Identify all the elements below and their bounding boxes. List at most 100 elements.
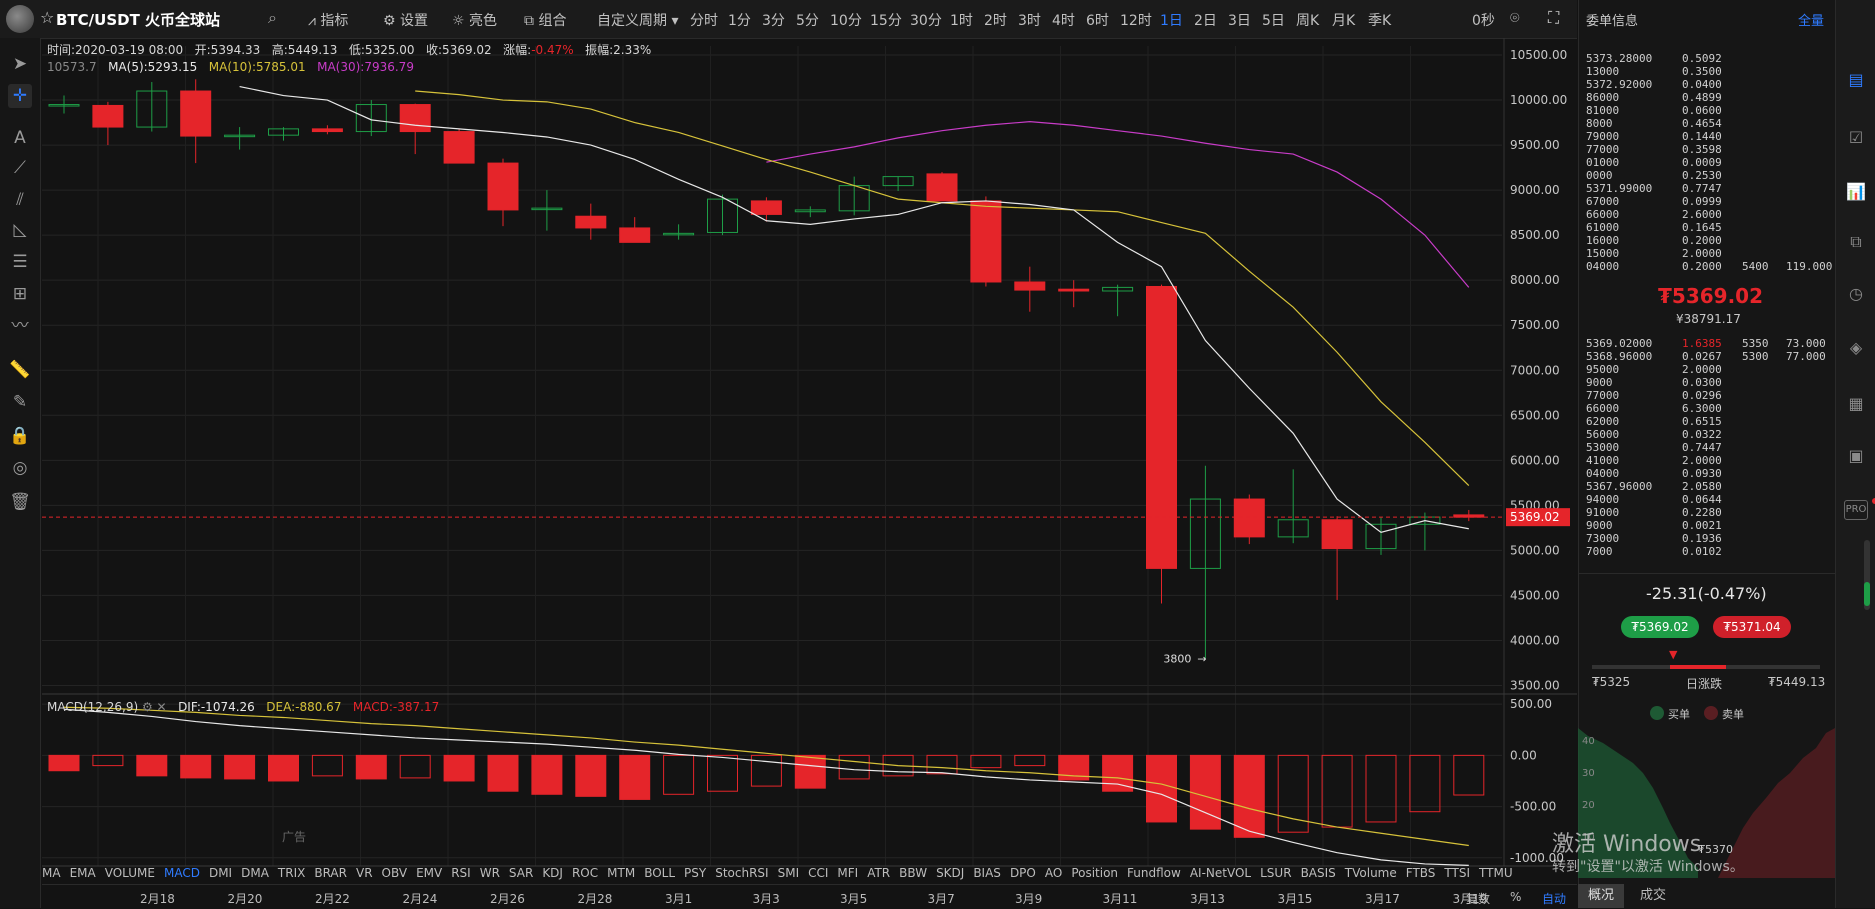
bid-row-price[interactable]: 56000: [1586, 428, 1620, 441]
wallet-icon[interactable]: ▣: [1848, 446, 1864, 465]
custom-period-dropdown[interactable]: 自定义周期 ▾: [597, 10, 678, 30]
bid-row-price[interactable]: 9000: [1586, 376, 1613, 389]
indicator-tab[interactable]: VR: [355, 866, 373, 880]
period-tab[interactable]: 5分: [796, 13, 819, 29]
ask-row-price[interactable]: 5372.92000: [1586, 78, 1653, 91]
bid-row-price[interactable]: 53000: [1586, 441, 1620, 454]
wave-tool-icon[interactable]: 〰: [11, 316, 29, 336]
period-tab[interactable]: 月K: [1332, 13, 1356, 29]
copy-icon[interactable]: ⧉: [1850, 232, 1862, 251]
camera-icon[interactable]: ⌾: [1510, 8, 1520, 27]
bid-row-price[interactable]: 94000: [1586, 493, 1620, 506]
ask-row-price[interactable]: 77000: [1586, 143, 1620, 156]
bid-row-price[interactable]: 04000: [1586, 467, 1620, 480]
indicator-tab[interactable]: SMI: [777, 866, 800, 880]
indicator-tab[interactable]: FTBS: [1405, 866, 1436, 880]
line-tool-icon[interactable]: ⟋: [14, 158, 26, 178]
indicator-tab[interactable]: OBV: [381, 866, 408, 880]
period-tab[interactable]: 3时: [1018, 13, 1041, 29]
period-tab[interactable]: 15分: [870, 13, 902, 29]
period-tab[interactable]: 2日: [1194, 13, 1217, 29]
ask-row-price[interactable]: 0000: [1586, 169, 1613, 182]
settings-button[interactable]: ⚙ 设置: [383, 10, 428, 30]
scroll-thumb[interactable]: [1864, 582, 1870, 606]
indicator-tab[interactable]: StochRSI: [715, 866, 769, 880]
indicator-tab[interactable]: DMI: [208, 866, 233, 880]
eye-icon[interactable]: ◎: [12, 458, 28, 478]
bid-row-price[interactable]: 66000: [1586, 402, 1620, 415]
indicator-tab[interactable]: LSUR: [1260, 866, 1292, 880]
orderbook-icon[interactable]: ▤: [1848, 70, 1864, 89]
bid-row-price[interactable]: 95000: [1586, 363, 1620, 376]
tab-trades[interactable]: 成交: [1639, 888, 1666, 903]
ask-row-price[interactable]: 79000: [1586, 130, 1620, 143]
indicator-tab[interactable]: AO: [1044, 866, 1063, 880]
indicator-tab[interactable]: TRIX: [277, 866, 306, 880]
period-tab[interactable]: 1日: [1160, 13, 1183, 29]
period-tab[interactable]: 3日: [1228, 13, 1251, 29]
ask-row-price[interactable]: 04000: [1586, 260, 1620, 273]
ruler-icon[interactable]: 📏: [9, 360, 31, 380]
orderbook-full-button[interactable]: 全量: [1798, 14, 1825, 29]
indicator-tab[interactable]: RSI: [451, 866, 471, 880]
ask-row-price[interactable]: 16000: [1586, 234, 1620, 247]
bid-row-price[interactable]: 62000: [1586, 415, 1620, 428]
lock-icon[interactable]: 🔒: [9, 426, 31, 446]
bar-chart-icon[interactable]: 📊: [1846, 182, 1866, 201]
indicator-tab[interactable]: MA: [42, 866, 61, 880]
indicator-tab[interactable]: MTM: [607, 866, 636, 880]
trash-icon[interactable]: 🗑: [9, 492, 31, 512]
compass-icon[interactable]: ◈: [1849, 338, 1863, 357]
price-chart[interactable]: 10500.00 10000.00 9500.00 9000.00 8500.00 800…: [42, 38, 1577, 878]
bid-row-price[interactable]: 9000: [1586, 519, 1613, 532]
indicator-tab[interactable]: BOLL: [644, 866, 676, 880]
indicator-tab[interactable]: CCI: [808, 866, 829, 880]
tab-overview[interactable]: 概况: [1578, 884, 1624, 908]
indicator-menu-button[interactable]: ⩘ 指标: [308, 10, 348, 30]
indicator-tab[interactable]: KDJ: [542, 866, 563, 880]
indicator-tab[interactable]: BASIS: [1300, 866, 1336, 880]
period-tab[interactable]: 1时: [950, 13, 973, 29]
indicator-tab[interactable]: EMA: [69, 866, 96, 880]
bid-row-price[interactable]: 5367.96000: [1586, 480, 1653, 493]
bid-row-price[interactable]: 41000: [1586, 454, 1620, 467]
ask-row-price[interactable]: 13000: [1586, 65, 1620, 78]
channel-tool-icon[interactable]: ⫽: [16, 190, 24, 210]
indicator-tab[interactable]: PSY: [684, 866, 707, 880]
ask-row-price[interactable]: 81000: [1586, 104, 1620, 117]
scroll-track[interactable]: [1864, 540, 1870, 610]
period-tab[interactable]: 3分: [762, 13, 785, 29]
bid-row-price[interactable]: 5369.02000: [1586, 337, 1653, 350]
indicator-tab[interactable]: SAR: [508, 866, 534, 880]
period-tab[interactable]: 季K: [1368, 13, 1392, 29]
clock-icon[interactable]: ◷: [1849, 284, 1863, 303]
period-tab[interactable]: 分时: [690, 13, 718, 29]
axis-control[interactable]: %: [1510, 890, 1522, 904]
indicator-tab[interactable]: BIAS: [973, 866, 1001, 880]
ask-row-price[interactable]: 01000: [1586, 156, 1620, 169]
indicator-tab[interactable]: BRAR: [314, 866, 347, 880]
bid-row-price[interactable]: 7000: [1586, 545, 1613, 558]
indicator-tab[interactable]: ATR: [867, 866, 891, 880]
fibonacci-tool-icon[interactable]: ☰: [12, 252, 28, 272]
indicator-tab[interactable]: DMA: [241, 866, 269, 880]
period-tab[interactable]: 周K: [1296, 13, 1320, 29]
ask-row-price[interactable]: 15000: [1586, 247, 1620, 260]
period-tab[interactable]: 2时: [984, 13, 1007, 29]
ask-row-price[interactable]: 61000: [1586, 221, 1620, 234]
indicator-tab[interactable]: Fundflow: [1127, 866, 1181, 880]
document-icon[interactable]: ▦: [1848, 394, 1864, 413]
indicator-tab[interactable]: MACD: [163, 866, 200, 880]
fullscreen-icon[interactable]: ⛶: [1548, 8, 1560, 27]
ask-row-price[interactable]: 8000: [1586, 117, 1613, 130]
indicator-tab[interactable]: MFI: [837, 866, 859, 880]
indicator-tab[interactable]: VOLUME: [104, 866, 155, 880]
cursor-icon[interactable]: ➤: [12, 54, 28, 74]
axis-control[interactable]: 自动: [1542, 892, 1567, 906]
light-theme-button[interactable]: ☼ 亮色: [452, 10, 497, 30]
symbol-title[interactable]: BTC/USDT 火币全球站: [56, 11, 221, 29]
bid-price-badge[interactable]: ₮5369.02: [1621, 616, 1699, 638]
bid-row-price[interactable]: 5368.96000: [1586, 350, 1653, 363]
star-icon[interactable]: ☆: [40, 8, 55, 27]
indicator-tab[interactable]: Position: [1071, 866, 1119, 880]
